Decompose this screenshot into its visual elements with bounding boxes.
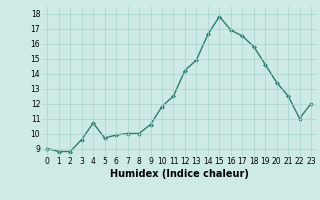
- X-axis label: Humidex (Indice chaleur): Humidex (Indice chaleur): [110, 169, 249, 179]
